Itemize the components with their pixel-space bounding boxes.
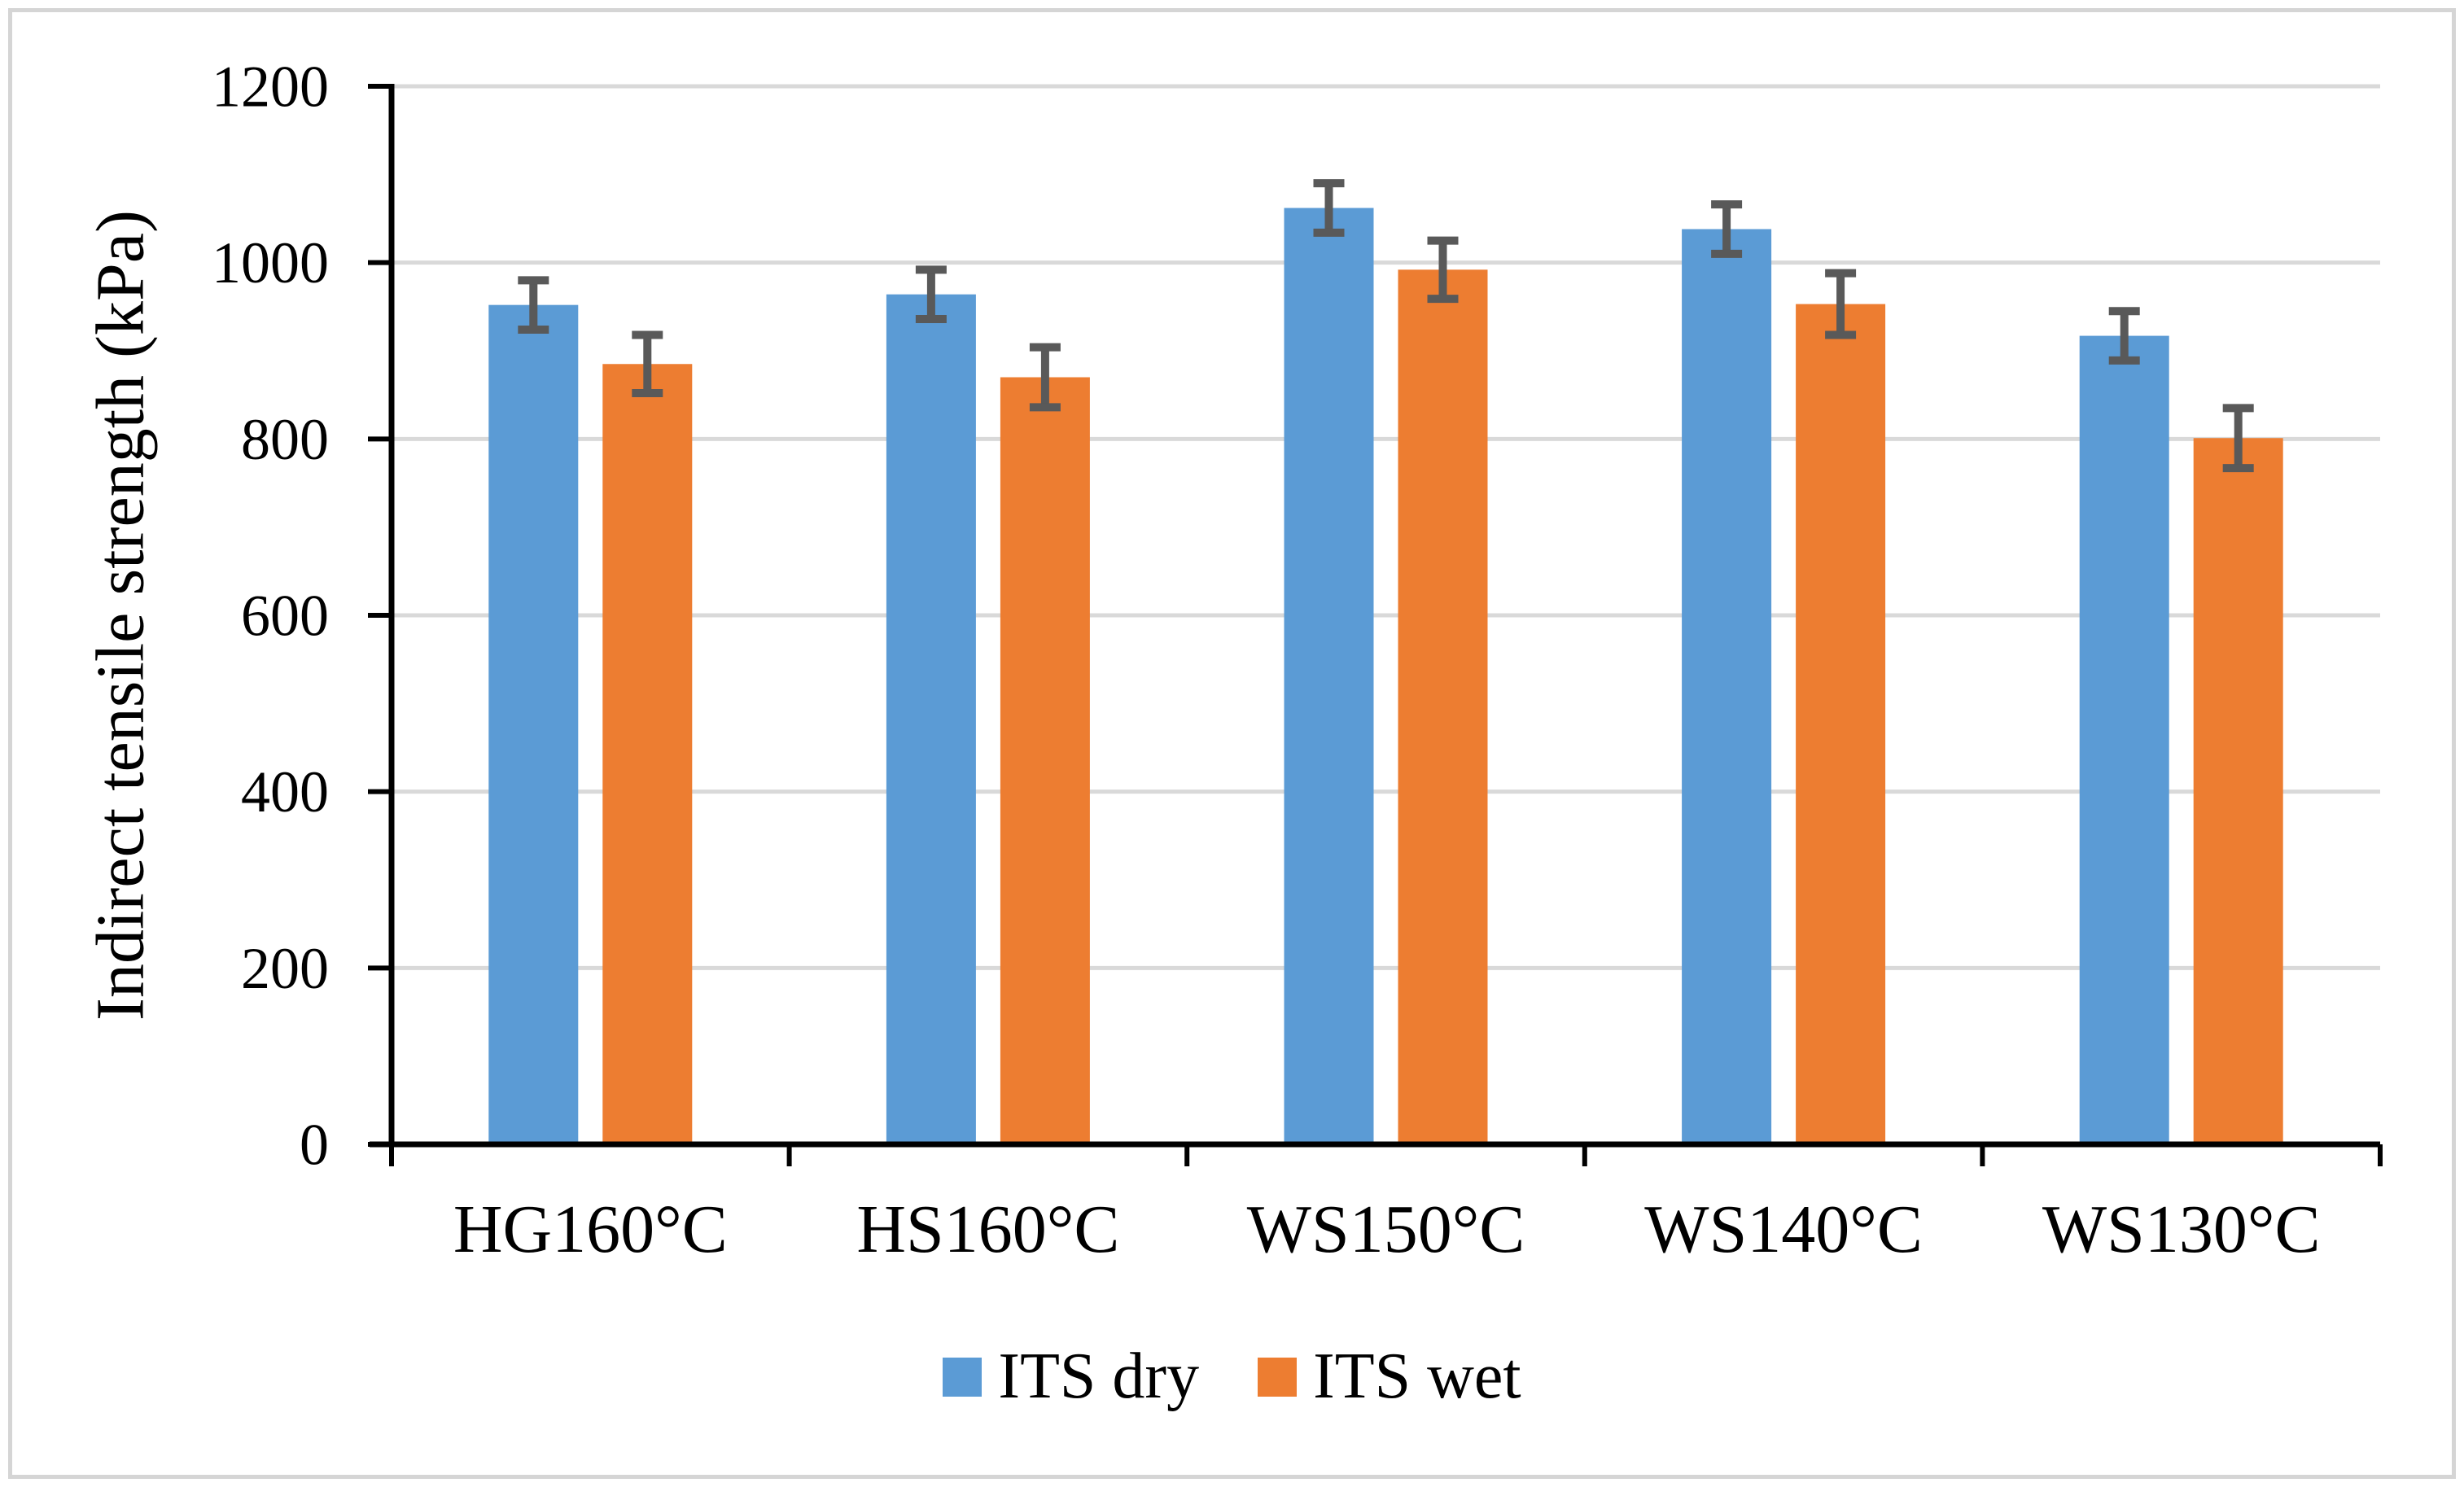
y-tick-label-200: 200 xyxy=(241,936,329,1001)
legend-label-ITS-dry: ITS dry xyxy=(998,1340,1200,1412)
bar-ITS-dry-WS150°C xyxy=(1284,208,1374,1144)
legend-item-ITS-wet: ITS wet xyxy=(1258,1340,1521,1414)
x-category-label-HG160°C: HG160°C xyxy=(453,1192,728,1267)
y-tick-label-0: 0 xyxy=(300,1112,329,1177)
y-tick-label-1000: 1000 xyxy=(212,230,329,295)
legend-label-ITS-wet: ITS wet xyxy=(1313,1340,1521,1412)
x-category-label-WS140°C: WS140°C xyxy=(1644,1192,1923,1267)
y-axis-title: Indirect tensile strength (kPa) xyxy=(82,209,159,1021)
legend-item-ITS-dry: ITS dry xyxy=(943,1340,1199,1414)
bar-ITS-wet-WS150°C xyxy=(1398,269,1488,1144)
legend: ITS dry ITS wet xyxy=(0,1340,2464,1414)
bar-ITS-dry-WS140°C xyxy=(1682,229,1772,1144)
y-tick-label-800: 800 xyxy=(241,407,329,472)
bar-ITS-wet-HG160°C xyxy=(602,364,693,1144)
bar-ITS-wet-WS140°C xyxy=(1796,304,1886,1144)
x-category-label-HS160°C: HS160°C xyxy=(856,1192,1119,1267)
legend-swatch-ITS-dry xyxy=(943,1357,983,1397)
x-category-label-WS130°C: WS130°C xyxy=(2042,1192,2321,1267)
bar-ITS-wet-WS130°C xyxy=(2193,438,2283,1144)
bar-ITS-wet-HS160°C xyxy=(1000,377,1090,1144)
y-tick-label-1200: 1200 xyxy=(212,54,329,119)
bar-ITS-dry-HG160°C xyxy=(488,304,579,1145)
y-tick-label-400: 400 xyxy=(241,759,329,824)
legend-swatch-ITS-wet xyxy=(1258,1357,1298,1397)
x-category-label-WS150°C: WS150°C xyxy=(1247,1192,1525,1267)
y-tick-label-600: 600 xyxy=(241,583,329,648)
bar-ITS-dry-HS160°C xyxy=(886,294,976,1145)
bar-ITS-dry-WS130°C xyxy=(2079,335,2169,1144)
